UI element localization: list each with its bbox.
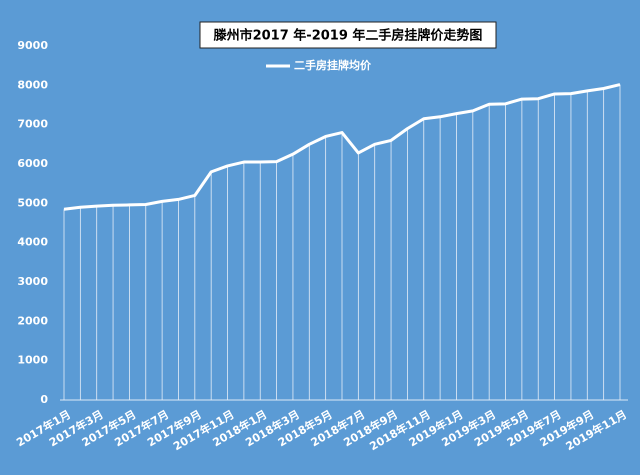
series-line [63,83,621,211]
y-tick-label: 3000 [17,275,48,288]
y-tick-label: 2000 [17,314,48,327]
y-tick-label: 1000 [17,354,48,367]
y-tick-label: 4000 [17,236,48,249]
y-tick-label: 0 [40,393,48,406]
y-tick-label: 9000 [17,39,48,52]
title-box [199,21,497,49]
y-tick-label: 7000 [17,118,48,131]
chart-title: 滕州市2017 年-2019 年二手房挂牌价走势图 [214,28,483,44]
y-tick-label: 6000 [17,157,48,170]
y-tick-label: 5000 [17,196,48,209]
legend-label: 二手房挂牌均价 [294,58,372,72]
y-tick-label: 8000 [17,78,48,91]
